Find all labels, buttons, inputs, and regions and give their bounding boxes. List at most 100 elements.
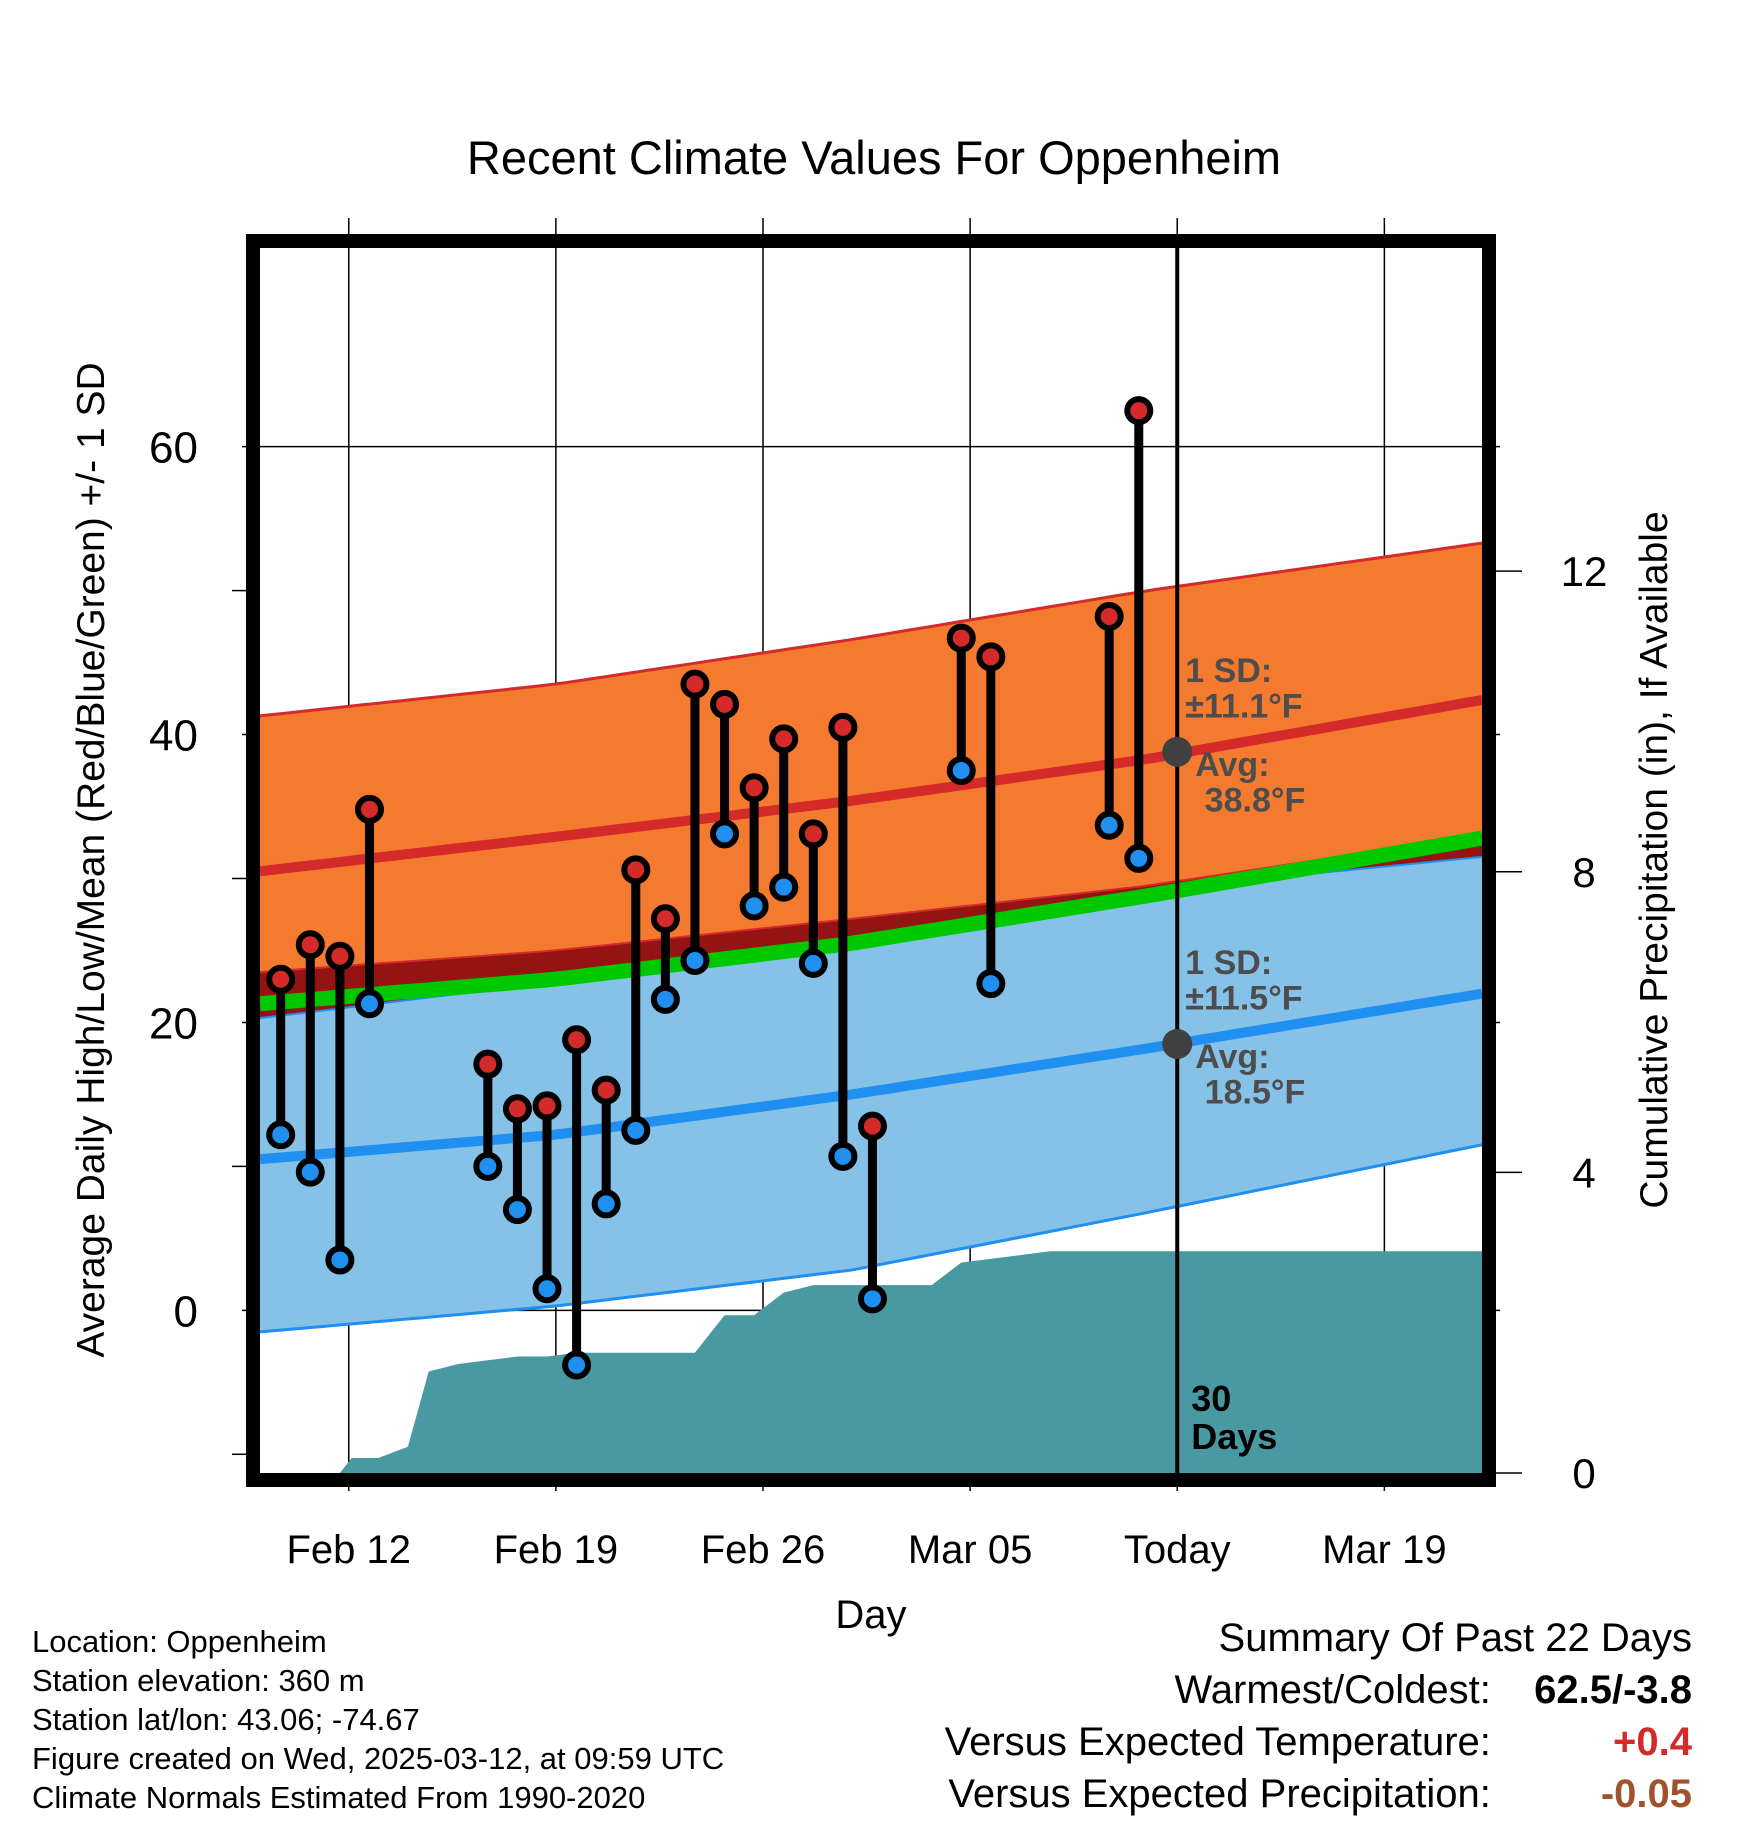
- daily-obs: [739, 773, 769, 921]
- daily-low-point: [354, 989, 384, 1019]
- daily-high-point: [473, 1049, 503, 1079]
- summary-title: Summary Of Past 22 Days: [1218, 1616, 1692, 1660]
- daily-obs: [532, 1091, 562, 1304]
- low-avg-annotation: Avg: 18.5°F: [1195, 1038, 1305, 1112]
- temp-departure-label: Versus Expected Temperature:: [944, 1720, 1491, 1764]
- plot-frame: [246, 234, 1496, 1487]
- daily-obs: [857, 1111, 887, 1314]
- daily-obs: [650, 904, 680, 1014]
- daily-high-point: [266, 964, 296, 994]
- high-normal-line: [260, 695, 1482, 877]
- daily-high-point: [325, 941, 355, 971]
- daily-low-point: [769, 872, 799, 902]
- daily-obs: [710, 689, 740, 849]
- daily-high-point: [828, 712, 858, 742]
- y-tick-label: 60: [149, 424, 198, 473]
- daily-low-point: [325, 1245, 355, 1275]
- daily-low-point: [1124, 843, 1154, 873]
- daily-high-point: [1094, 602, 1124, 632]
- precip-departure-value: -0.05: [1600, 1772, 1692, 1816]
- x-tick-label: Feb 26: [701, 1528, 826, 1572]
- daily-high-point: [946, 623, 976, 653]
- location-text: Location: Oppenheim: [32, 1624, 327, 1659]
- daily-observations: 1 SD: ±11.1°F Avg: 38.8°F 1 SD: ±11.5°F Avg: …: [266, 396, 1305, 1457]
- chart-title: Recent Climate Values For Oppenheim: [467, 131, 1281, 184]
- daily-high-point: [650, 904, 680, 934]
- y2-axis-label: Cumulative Precipitation (in), If Availa…: [1633, 511, 1676, 1208]
- daily-low-point: [266, 1120, 296, 1150]
- warm-cold-row: Warmest/Coldest: 62.5/-3.8: [945, 1664, 1693, 1716]
- daily-obs: [680, 669, 710, 976]
- daily-low-point: [532, 1274, 562, 1304]
- y-tick-label: 0: [174, 1287, 198, 1336]
- y2-tick-label: 12: [1561, 548, 1608, 595]
- precip-departure-row: Versus Expected Precipitation: -0.05: [945, 1768, 1692, 1820]
- y2-tick-label: 4: [1572, 1149, 1595, 1196]
- daily-obs: [562, 1025, 592, 1380]
- low-normal-line: [260, 988, 1482, 1165]
- daily-obs: [769, 724, 799, 902]
- daily-high-point: [798, 819, 828, 849]
- y-axis-label: Average Daily High/Low/Mean (Red/Blue/Gr…: [70, 362, 113, 1357]
- window-days-label: 30 Days: [1191, 1378, 1277, 1457]
- axis-labels: Day Average Daily High/Low/Mean (Red/Blue…: [70, 362, 1676, 1637]
- high-avg-annotation: Avg: 38.8°F: [1195, 746, 1305, 820]
- daily-obs: [1094, 602, 1124, 840]
- high-sd-annotation: 1 SD: ±11.1°F: [1185, 652, 1302, 726]
- elevation-text: Station elevation: 360 m: [32, 1663, 365, 1698]
- latlon-text: Station lat/lon: 43.06; -74.67: [32, 1702, 420, 1737]
- daily-low-point: [473, 1151, 503, 1181]
- daily-low-point: [591, 1189, 621, 1219]
- axes: 0 20 40 60 0 4 8 12 Feb 12 Feb 19 Feb 26 Mar 05 Toda…: [149, 234, 1608, 1572]
- daily-obs: [591, 1075, 621, 1219]
- mean-normal-line: [260, 830, 1482, 1012]
- daily-high-point: [532, 1091, 562, 1121]
- daily-low-point: [828, 1141, 858, 1171]
- low-sd-annotation: 1 SD: ±11.5°F: [1185, 944, 1302, 1018]
- temp-departure-row: Versus Expected Temperature: +0.4: [945, 1716, 1692, 1768]
- daily-high-point: [621, 855, 651, 885]
- daily-high-point: [739, 773, 769, 803]
- daily-low-point: [295, 1157, 325, 1187]
- daily-low-point: [798, 948, 828, 978]
- warm-cold-label: Warmest/Coldest:: [1174, 1668, 1491, 1712]
- normals-period-text: Climate Normals Estimated From 1990-2020: [32, 1780, 646, 1815]
- daily-low-point: [1094, 810, 1124, 840]
- daily-low-point: [976, 969, 1006, 999]
- today-high-avg-dot: [1162, 736, 1193, 767]
- daily-high-point: [295, 930, 325, 960]
- x-axis-label: Day: [835, 1593, 906, 1637]
- daily-obs: [354, 794, 384, 1019]
- today-low-avg-dot: [1162, 1029, 1193, 1060]
- daily-obs: [502, 1094, 532, 1225]
- y-tick-label: 40: [149, 712, 198, 761]
- daily-low-point: [946, 756, 976, 786]
- daily-low-point: [857, 1284, 887, 1314]
- daily-high-point: [354, 794, 384, 824]
- daily-obs: [1124, 396, 1154, 873]
- summary-panel: Summary Of Past 22 Days Warmest/Coldest:…: [945, 1612, 1692, 1820]
- daily-obs: [295, 930, 325, 1187]
- daily-obs: [976, 642, 1006, 999]
- daily-high-point: [591, 1075, 621, 1105]
- daily-low-point: [680, 946, 710, 976]
- daily-obs: [798, 819, 828, 978]
- x-tick-label: Mar 19: [1322, 1528, 1447, 1572]
- daily-obs: [473, 1049, 503, 1181]
- daily-high-point: [1124, 396, 1154, 426]
- daily-high-point: [562, 1025, 592, 1055]
- daily-high-point: [857, 1111, 887, 1141]
- x-tick-label: Mar 05: [908, 1528, 1033, 1572]
- daily-high-point: [680, 669, 710, 699]
- precip-departure-label: Versus Expected Precipitation:: [948, 1772, 1491, 1816]
- daily-low-point: [562, 1350, 592, 1380]
- daily-low-point: [621, 1115, 651, 1145]
- daily-high-point: [769, 724, 799, 754]
- daily-high-point: [710, 689, 740, 719]
- daily-obs: [828, 712, 858, 1171]
- daily-low-point: [650, 984, 680, 1014]
- daily-obs: [325, 941, 355, 1275]
- y2-tick-label: 8: [1572, 849, 1595, 896]
- daily-low-point: [710, 819, 740, 849]
